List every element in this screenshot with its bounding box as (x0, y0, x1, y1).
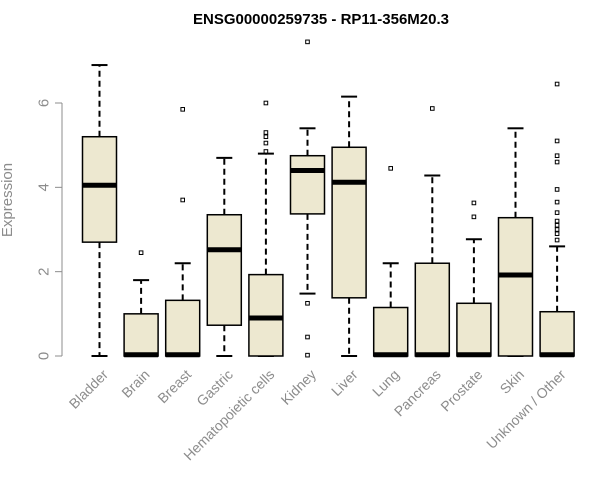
outlier-point (430, 106, 435, 111)
box-iqr (81, 135, 118, 243)
outlier-point (263, 134, 269, 140)
outlier-point (138, 250, 144, 255)
outlier-point (263, 149, 269, 154)
outlier-point (554, 222, 560, 228)
outlier-point (388, 166, 393, 171)
box-bladder (81, 64, 118, 357)
outlier-point (263, 100, 269, 106)
y-tick-label: 0 (35, 352, 52, 360)
category-label: Liver (328, 366, 361, 399)
outlier-point (554, 199, 560, 205)
category-label: Lung (369, 366, 402, 399)
y-tick-label: 2 (35, 267, 52, 275)
outlier-point (305, 39, 310, 45)
outlier-point (554, 81, 560, 87)
box-gastric (206, 156, 243, 357)
box-iqr (164, 299, 201, 357)
box-unknown-other (539, 81, 575, 358)
box-iqr (123, 313, 159, 357)
box-iqr (539, 310, 575, 357)
y-tick-label: 6 (35, 99, 52, 107)
outlier-point (554, 237, 560, 243)
outlier-point (180, 197, 185, 203)
outlier-point (263, 130, 269, 135)
category-label: Unknown / Other (483, 366, 569, 452)
box-hematopoietic-cells (248, 100, 284, 357)
box-lung (372, 166, 409, 358)
box-prostate (456, 200, 492, 358)
outlier-point (471, 200, 477, 206)
outlier-point (554, 218, 560, 224)
outlier-point (554, 153, 560, 159)
box-iqr (456, 302, 492, 357)
outlier-point (554, 231, 560, 237)
category-label: Skin (497, 366, 528, 397)
category-label: Prostate (437, 366, 485, 414)
box-skin (497, 127, 534, 357)
outlier-point (305, 352, 310, 358)
box-iqr (206, 213, 243, 326)
outlier-point (554, 227, 560, 232)
category-label: Kidney (277, 366, 319, 408)
box-kidney (289, 39, 326, 358)
box-iqr (289, 154, 326, 215)
y-axis: 0 2 4 6 (35, 99, 63, 360)
outlier-point (305, 300, 310, 306)
box-iqr (414, 262, 451, 357)
box-iqr (372, 306, 409, 357)
outlier-point (305, 334, 310, 340)
category-label: Brain (118, 366, 152, 400)
category-label: Breast (154, 366, 194, 406)
outlier-point (554, 138, 560, 144)
box-iqr (248, 273, 284, 357)
outlier-point (471, 214, 477, 220)
outlier-point (180, 107, 185, 112)
box-liver (331, 95, 367, 357)
outlier-point (554, 159, 560, 165)
y-axis-label: Expression (0, 163, 16, 237)
chart-title: ENSG00000259735 - RP11-356M20.3 (193, 11, 449, 28)
boxes-group (81, 39, 575, 358)
outlier-point (554, 187, 560, 192)
category-label: Bladder (66, 366, 112, 412)
box-pancreas (414, 106, 451, 358)
y-tick-label: 4 (35, 183, 52, 191)
box-breast (164, 107, 201, 358)
box-iqr (331, 146, 367, 299)
outlier-point (263, 140, 269, 146)
box-iqr (497, 216, 534, 357)
outlier-point (554, 210, 560, 215)
box-brain (123, 250, 159, 358)
